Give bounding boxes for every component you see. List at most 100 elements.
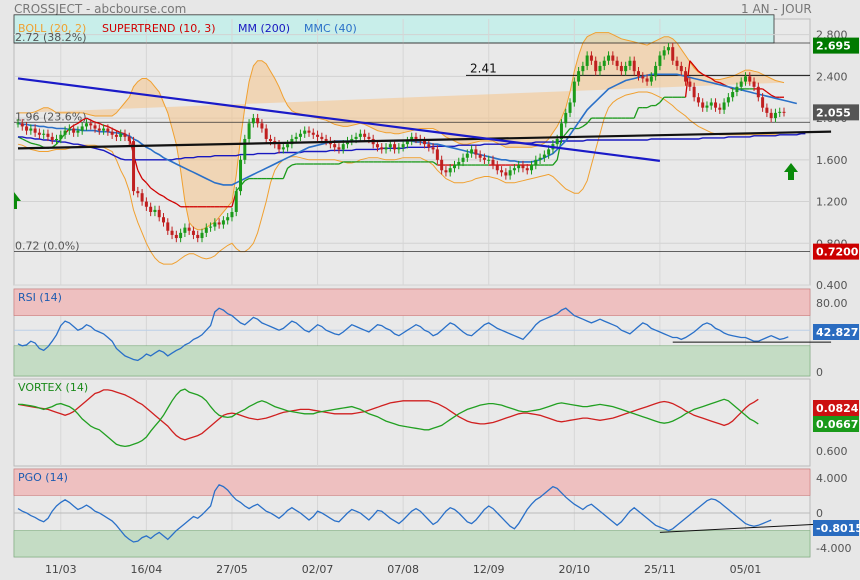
candle-body: [63, 130, 67, 135]
candle-body: [534, 159, 538, 166]
candle-body: [547, 149, 551, 155]
last-price-tag: 2.055: [816, 106, 851, 119]
supertrend-segment: [103, 124, 109, 128]
candle-body: [204, 227, 208, 233]
candle-body: [80, 126, 84, 131]
candle-body: [457, 161, 461, 166]
candle-body: [709, 102, 713, 106]
candle-body: [29, 128, 33, 131]
x-tick-label: 16/04: [131, 563, 163, 576]
supertrend-segment: [706, 75, 712, 80]
supertrend-segment: [578, 125, 584, 130]
candle-body: [692, 86, 696, 98]
candle-body: [482, 157, 486, 160]
candle-body: [393, 144, 397, 150]
candle-body: [773, 112, 777, 119]
candle-body: [256, 118, 260, 124]
candle-body: [50, 136, 54, 141]
supertrend-segment: [90, 119, 96, 123]
candle-body: [530, 165, 534, 171]
candle-body: [722, 102, 726, 110]
candle-body: [444, 170, 448, 173]
candle-body: [423, 141, 427, 145]
candle-body: [619, 65, 623, 72]
supertrend-segment: [145, 182, 152, 189]
candle-body: [688, 81, 692, 87]
candle-body: [354, 136, 358, 139]
candle-body: [679, 65, 683, 72]
candle-body: [542, 154, 546, 158]
supertrend-segment: [99, 122, 104, 126]
supertrend-segment: [73, 122, 79, 126]
candle-body: [320, 136, 324, 139]
candle-body: [585, 55, 589, 66]
candle-body: [46, 133, 50, 137]
candle-body: [726, 97, 730, 103]
candle-body: [157, 209, 161, 218]
legend-item: BOLL (20, 2): [18, 22, 86, 35]
candle-body: [555, 138, 559, 145]
supertrend-segment: [21, 138, 27, 142]
candle-body: [239, 159, 243, 192]
supertrend-segment: [244, 178, 250, 182]
supertrend-segment: [710, 77, 716, 83]
candle-body: [251, 118, 255, 124]
supertrend-segment: [154, 190, 160, 195]
x-tick-label: 07/08: [387, 563, 419, 576]
candle-body: [337, 147, 341, 150]
candle-body: [140, 193, 144, 202]
candle-body: [645, 78, 649, 82]
supertrend-segment: [715, 80, 720, 84]
candle-body: [491, 159, 495, 166]
supertrend-segment: [282, 167, 289, 179]
candle-body: [628, 60, 632, 66]
candle-body: [461, 157, 465, 162]
candle-body: [637, 71, 641, 77]
candle-body: [675, 60, 679, 66]
candle-body: [761, 97, 765, 108]
candle-body: [234, 191, 238, 212]
candle-body: [179, 232, 183, 239]
candle-body: [478, 154, 482, 158]
supertrend-segment: [702, 73, 708, 77]
candle-body: [769, 112, 773, 119]
top-price-tag: 2.695: [816, 40, 851, 53]
candle-body: [316, 134, 320, 137]
candle-body: [401, 144, 405, 148]
candle-body: [119, 133, 123, 137]
candle-body: [427, 144, 431, 148]
candle-body: [243, 138, 247, 160]
candle-body: [196, 234, 200, 239]
candle-body: [55, 138, 59, 141]
candle-body: [718, 107, 722, 110]
candle-body: [602, 60, 606, 66]
candle-body: [286, 144, 290, 148]
candle-body: [76, 130, 80, 133]
resistance-trendline: [17, 77, 661, 162]
candle-body: [568, 102, 572, 113]
vortex-plus-tag: 0.0667: [816, 418, 858, 431]
candle-body: [333, 144, 337, 148]
rsi-oversold-zone: [13, 345, 811, 377]
up-arrow-icon: [14, 192, 21, 209]
legend-item: MMC (40): [304, 22, 357, 35]
candle-body: [778, 111, 782, 113]
supertrend-segment: [120, 132, 126, 135]
candle-body: [97, 128, 101, 131]
candle-body: [380, 147, 384, 150]
supertrend-segment: [770, 94, 776, 98]
candle-body: [589, 55, 593, 61]
price-y-tick: 0.400: [816, 279, 848, 292]
supertrend-segment: [163, 195, 169, 200]
x-tick-label: 11/03: [45, 563, 77, 576]
candle-body: [247, 123, 251, 139]
supertrend-segment: [766, 91, 772, 96]
price-y-tick: 1.200: [816, 196, 848, 209]
candle-body: [705, 105, 709, 108]
candle-body: [149, 206, 153, 212]
candle-body: [110, 131, 114, 135]
top-price-tag-bg: [813, 37, 859, 54]
candle-body: [752, 81, 756, 87]
candle-body: [67, 128, 71, 131]
